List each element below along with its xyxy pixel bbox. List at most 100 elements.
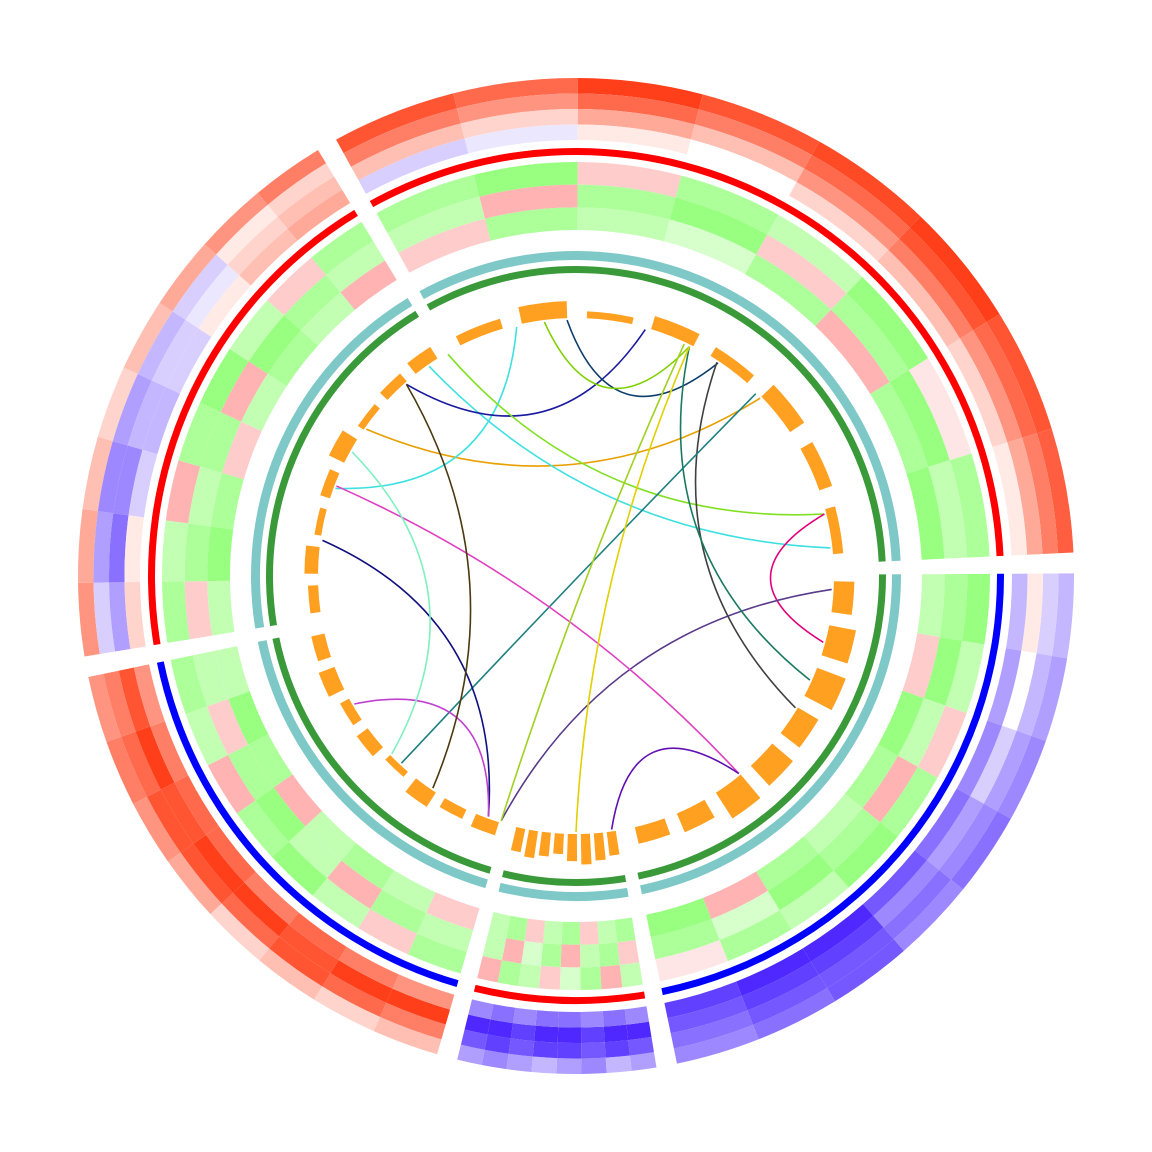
bar	[311, 633, 332, 662]
bar	[634, 818, 671, 844]
outer-heat-cell	[124, 581, 146, 649]
outer-heat-cell	[193, 834, 245, 893]
outer-heat-cell	[1007, 437, 1043, 555]
inner-heat-cell	[600, 964, 623, 990]
link	[543, 321, 691, 390]
inner-heat-cell	[833, 822, 898, 888]
inner-heat-cell	[542, 920, 563, 945]
outer-heat-cell	[789, 182, 889, 262]
outer-heat-cell	[151, 319, 199, 387]
outer-heat-cell	[460, 108, 578, 139]
inner-heat-cell	[655, 940, 728, 982]
bar	[580, 833, 592, 865]
bar	[405, 778, 436, 807]
teal-ring	[640, 574, 902, 895]
inner-heat-cell	[267, 257, 326, 316]
outer-heat-cell	[97, 441, 128, 514]
outer-heat-cell	[351, 123, 465, 181]
inner-heat-cell	[479, 184, 578, 219]
outer-heat-cell	[877, 249, 961, 347]
inner-heat-cell	[271, 841, 328, 896]
inner-heat-cell	[664, 219, 757, 275]
outer-heat-cell	[210, 903, 270, 961]
outer-heat-cell	[174, 775, 219, 835]
bar	[750, 743, 793, 786]
inner-heat-cell	[284, 274, 341, 331]
inner-heat-cell	[902, 633, 940, 699]
outer-heat-cell	[77, 509, 98, 583]
inner-heat-cell	[165, 460, 201, 524]
outer-heat-cell	[128, 449, 158, 518]
link	[500, 588, 832, 822]
outer-heat-cell	[380, 1002, 446, 1040]
inner-heat-cell	[561, 921, 581, 945]
inner-heat-cell	[923, 637, 962, 706]
inner-heat-cell	[311, 221, 374, 275]
outer-heat-cell	[457, 1044, 485, 1065]
sector	[634, 573, 1074, 1064]
outer-heat-cell	[88, 673, 122, 742]
inner-heat-cell	[818, 808, 881, 871]
bar	[524, 829, 539, 859]
green-ring	[426, 266, 886, 562]
bar	[606, 830, 620, 856]
outer-heat-cell	[1005, 573, 1028, 651]
outer-heat-cell	[1051, 573, 1074, 659]
outer-heat-cell	[577, 93, 699, 125]
inner-heat-cell	[192, 650, 229, 707]
link	[335, 326, 518, 490]
inner-heat-cell	[560, 944, 581, 968]
outer-heat-cell	[686, 139, 797, 196]
inner-heat-cell	[228, 691, 269, 745]
outer-heat-cell	[1021, 573, 1043, 654]
link	[428, 365, 831, 549]
sector	[457, 827, 657, 1074]
inner-heat-cell	[524, 918, 546, 944]
inner-heat-cell	[228, 744, 274, 801]
outer-heat-cell	[267, 163, 335, 217]
link	[400, 393, 757, 764]
bar	[356, 728, 384, 757]
inner-heat-cell	[161, 520, 189, 582]
outer-heat-cell	[358, 138, 469, 194]
outer-heat-cell	[946, 338, 1008, 447]
inner-heat-cell	[210, 472, 244, 530]
outer-heat-cell	[558, 1011, 582, 1028]
outer-heat-cell	[239, 228, 298, 286]
inner-heat-cell	[577, 207, 670, 242]
inner-heat-cell	[341, 843, 395, 890]
outer-heat-cell	[1016, 653, 1052, 736]
inner-heat-cell	[407, 933, 467, 974]
outer-heat-cell	[605, 1055, 632, 1074]
inner-heat-cell	[669, 197, 768, 255]
inner-heat-cell	[619, 962, 643, 988]
outer-heat-cell	[1036, 573, 1059, 656]
inner-heat-cell	[846, 277, 929, 371]
inner-heat-cell	[897, 698, 946, 767]
bar	[439, 798, 467, 819]
inner-heat-cell	[878, 690, 924, 756]
inner-heat-cell	[518, 963, 541, 989]
outer-heat-cell	[690, 124, 805, 183]
inner-heat-cell	[200, 412, 242, 473]
outer-heat-cell	[133, 664, 165, 727]
inner-heat-cell	[327, 860, 383, 909]
outer-heat-cell	[338, 946, 399, 989]
inner-heat-cell	[939, 573, 968, 641]
inner-heat-cell	[756, 836, 819, 891]
link	[679, 346, 811, 681]
bar	[831, 581, 855, 615]
outer-heat-cell	[108, 513, 129, 583]
inner-heat-cell	[702, 871, 768, 919]
outer-heat-cell	[244, 871, 299, 925]
outer-heat-cell	[456, 93, 578, 124]
inner-heat-cell	[538, 965, 561, 990]
teal-ring	[498, 882, 629, 901]
outer-heat-cell	[127, 380, 166, 450]
inner-heat-cell	[521, 941, 543, 966]
inner-heat-cell	[501, 938, 525, 964]
outer-heat-cell	[581, 1057, 607, 1074]
outer-heat-cell	[227, 216, 288, 276]
inner-heat-cell	[222, 421, 262, 480]
